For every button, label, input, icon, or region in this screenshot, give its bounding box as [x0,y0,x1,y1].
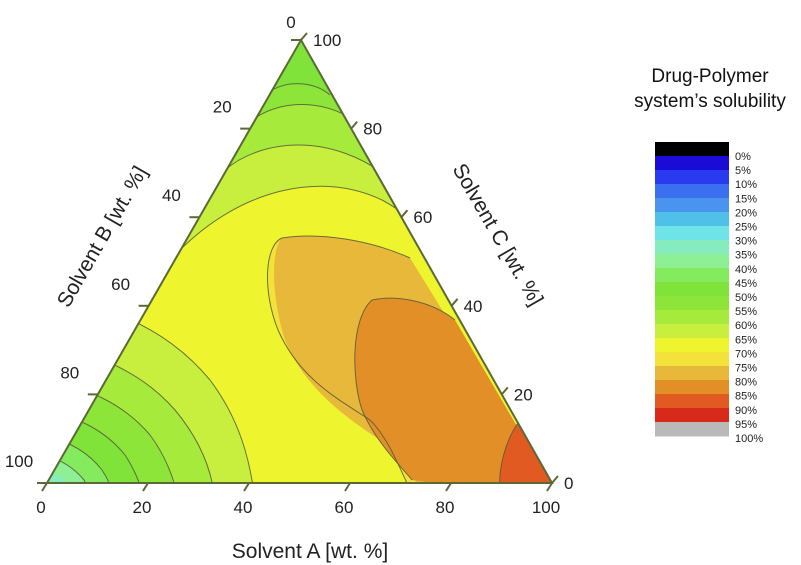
axis-a-tick-label: 40 [234,498,253,517]
axis-c-tick-label: 40 [464,297,483,316]
contour-line [499,419,521,483]
legend-swatch [655,324,729,339]
legend-swatch [655,254,729,269]
legend-label: 90% [735,405,757,417]
axis-c-tick-label: 100 [313,31,341,50]
legend-swatch [655,184,729,199]
legend-swatch [655,422,729,437]
axis-b-tick-label: 100 [5,452,33,471]
contour-line [281,235,411,259]
legend-label: 50% [735,292,757,304]
legend-title-line1: Drug-Polymer [651,66,769,87]
axis-c-tick [551,475,559,484]
axis-c-tick [300,32,308,41]
axis-a-tick [41,482,48,492]
legend-label: 65% [735,334,757,346]
contour-line [224,144,393,181]
legend-swatch [655,282,729,297]
legend-swatch [655,268,729,283]
axis-a-title: Solvent A [wt. %] [232,540,388,563]
legend-label: 30% [735,236,757,248]
legend-swatch [655,310,729,325]
axis-a-tick [142,482,149,492]
axis-a-tick [243,482,250,492]
legend-label: 25% [735,222,757,234]
axis-a-tick-label: 20 [133,498,152,517]
legend-swatch [655,226,729,241]
triangle-frame [45,37,554,484]
legend-swatches [655,142,729,437]
axis-a-tick [546,482,553,492]
legend-label: 20% [735,207,757,219]
legend-swatch [655,394,729,409]
legend-label: 45% [735,278,757,290]
contour-line [354,299,413,481]
legend-swatch [655,296,729,311]
axis-ticks [37,32,559,492]
axis-b-tick-label: 80 [60,363,79,382]
legend-label: 5% [735,165,751,177]
axis-c-tick [400,209,409,218]
axis-c-tick-label: 20 [514,385,533,404]
axis-c-title: Solvent C [wt. %] [448,160,548,310]
legend-swatch [655,198,729,213]
axis-c-tick-label: 0 [564,474,573,493]
axis-b-tick-label: 60 [111,275,130,294]
axis-c-tick [350,120,358,130]
region-top-green [140,40,430,310]
legend-swatch [655,338,729,353]
legend-swatch [655,170,729,185]
axis-c-tick-label: 80 [363,120,382,139]
axis-a-tick-label: 100 [532,498,560,517]
legend-label: 100% [735,433,763,445]
axis-c-tick-label: 60 [413,208,432,227]
legend-label: 60% [735,320,757,332]
legend-label: 75% [735,363,757,375]
contour-line [266,237,416,483]
legend-swatch [655,212,729,227]
legend-swatch [655,366,729,381]
legend-label: 70% [735,348,757,360]
axis-b-tick-label: 0 [286,13,295,32]
legend-label: 55% [735,306,757,318]
legend-swatch [655,156,729,171]
legend: Drug-Polymer system’s solubility 0% 5% 10%… [634,66,786,445]
axis-a-tick-label: 60 [335,498,354,517]
axis-tick-labels: 0 20 40 60 80 100 100 80 60 40 20 0 0 20 40 60 80 100 [5,13,574,517]
legend-label: 95% [735,419,757,431]
axis-b-tick-label: 20 [213,98,232,117]
legend-label: 80% [735,377,757,389]
legend-label: 0% [735,151,751,163]
legend-swatch [655,142,729,157]
legend-swatch [655,352,729,367]
contour-line [271,83,331,96]
legend-swatch [655,408,729,423]
axis-a-tick-label: 0 [36,498,45,517]
axis-a-tick [344,482,351,492]
axis-b-tick-label: 40 [162,186,181,205]
region-top-green-2 [210,40,392,190]
region-top-green-4 [265,40,330,100]
axis-a-tick [445,482,452,492]
legend-label: 35% [735,250,757,262]
legend-swatch [655,380,729,395]
legend-label: 85% [735,391,757,403]
axis-c-tick [501,386,509,396]
legend-label: 10% [735,179,757,191]
legend-label: 15% [735,193,757,205]
legend-swatch [655,240,729,255]
axis-a-tick-label: 80 [436,498,455,517]
axis-b-title: Solvent B [wt. %] [53,162,152,311]
legend-labels: 0% 5% 10% 15% 20% 25% 30% 35% 40% 45% 50% 55% 60% 65%… [735,151,763,445]
axis-c-tick [450,298,459,307]
legend-label: 40% [735,264,757,276]
legend-title-line2: system’s solubility [634,91,786,112]
contour-line [371,297,456,321]
